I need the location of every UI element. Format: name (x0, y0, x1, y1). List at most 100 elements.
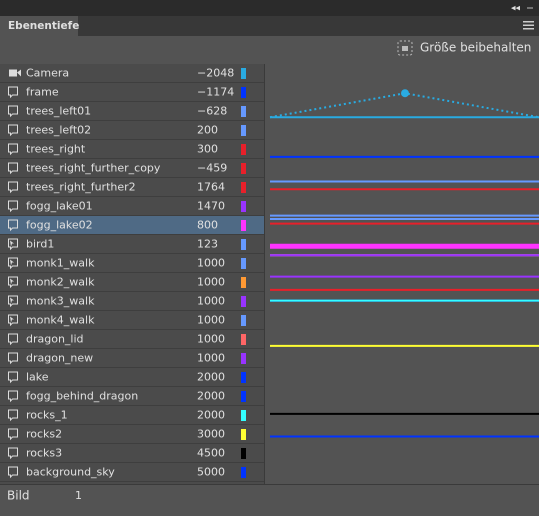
layer-depth[interactable]: 1000 (197, 352, 225, 365)
layer-row[interactable]: rocks_1 2000 (0, 409, 264, 425)
layer-color (241, 277, 246, 288)
layer-depth[interactable]: −2048 (197, 67, 234, 80)
layer-color (241, 106, 246, 117)
camera-icon (9, 69, 17, 77)
layer-name: fogg_lake02 (26, 219, 93, 232)
symbol-icon (10, 259, 14, 266)
layer-icon (8, 162, 18, 175)
layer-depth[interactable]: 2000 (197, 390, 225, 403)
collapse-icon[interactable]: ◂◂ (511, 4, 521, 14)
layer-icon (8, 390, 18, 403)
layer-row[interactable]: monk4_walk 1000 (0, 314, 264, 330)
layer-name: frame (26, 86, 59, 99)
camera-point (401, 89, 409, 98)
layer-color (241, 144, 246, 155)
tab-bar (0, 16, 539, 36)
layer-name: monk2_walk (26, 276, 95, 289)
layer-depth[interactable]: 2000 (197, 371, 225, 384)
layer-name: bird1 (26, 238, 54, 251)
title-bar (0, 0, 539, 16)
layer-name: fogg_lake01 (26, 200, 93, 213)
layer-row[interactable]: lake 2000 (0, 371, 264, 387)
layer-color (241, 334, 246, 345)
layer-row[interactable]: trees_left01 −628 (0, 105, 264, 121)
layer-row[interactable]: trees_right 300 (0, 143, 264, 159)
layer-depth[interactable]: 2000 (197, 409, 225, 422)
layer-row[interactable]: trees_right_further_copy −459 (0, 162, 264, 178)
layer-row[interactable]: fogg_lake01 1470 (0, 200, 264, 216)
layer-row[interactable]: bird1 123 (0, 238, 264, 254)
footer (0, 484, 539, 516)
footer-label: Bild (7, 489, 30, 503)
tab-title: Ebenentiefe (8, 20, 79, 32)
layer-depth[interactable]: 1000 (197, 276, 225, 289)
layer-color (241, 125, 246, 136)
layer-row[interactable]: trees_left02 200 (0, 124, 264, 140)
layer-row[interactable]: dragon_lid 1000 (0, 333, 264, 349)
layer-depth[interactable]: −1174 (197, 86, 234, 99)
layer-row[interactable]: monk2_walk 1000 (0, 276, 264, 292)
layer-depth[interactable]: 1000 (197, 257, 225, 270)
symbol-icon (10, 297, 14, 304)
layer-color (241, 258, 246, 269)
layer-color (241, 448, 246, 459)
layer-depth[interactable]: 5000 (197, 466, 225, 479)
layer-row[interactable]: Camera −2048 (0, 67, 264, 83)
layer-row[interactable]: background_sky 5000 (0, 466, 264, 482)
layer-icon (8, 124, 18, 137)
layer-icon (8, 181, 18, 194)
layer-name: background_sky (26, 466, 115, 479)
layer-color (241, 220, 246, 231)
layer-depth[interactable]: 800 (197, 219, 218, 232)
layer-depth[interactable]: 1000 (197, 333, 225, 346)
layer-row[interactable]: frame −1174 (0, 86, 264, 102)
layer-row[interactable]: rocks2 3000 (0, 428, 264, 444)
symbol-icon (10, 278, 14, 285)
footer-value[interactable]: 1 (75, 489, 82, 502)
layer-row[interactable]: rocks3 4500 (0, 447, 264, 463)
layer-depth[interactable]: 1764 (197, 181, 225, 194)
layer-depth[interactable]: −628 (197, 105, 227, 118)
layer-icon (8, 428, 18, 441)
layer-depth[interactable]: 4500 (197, 447, 225, 460)
layer-color (241, 296, 246, 307)
layer-icon (8, 409, 18, 422)
keep-size-button[interactable]: Größe beibehalten (397, 40, 531, 56)
layer-icon (8, 200, 18, 213)
layer-icon (8, 314, 18, 327)
layer-icon (8, 219, 18, 232)
layer-depth[interactable]: 200 (197, 124, 218, 137)
layer-depth[interactable]: 3000 (197, 428, 225, 441)
layer-icon (8, 238, 18, 251)
layer-depth[interactable]: 123 (197, 238, 218, 251)
row-highlight (0, 216, 264, 235)
layer-row[interactable]: monk3_walk 1000 (0, 295, 264, 311)
layer-name: rocks2 (26, 428, 62, 441)
camera-frustum (269, 92, 539, 119)
layer-row[interactable]: dragon_new 1000 (0, 352, 264, 368)
layer-depth[interactable]: −459 (197, 162, 227, 175)
layer-icon (8, 371, 18, 384)
menu-icon[interactable] (523, 21, 534, 30)
layer-depth[interactable]: 1000 (197, 314, 225, 327)
layer-row[interactable]: trees_right_further2 1764 (0, 181, 264, 197)
layer-color (241, 68, 246, 79)
layer-name: monk1_walk (26, 257, 95, 270)
layer-icon (8, 143, 18, 156)
tab[interactable] (0, 16, 78, 36)
layer-color (241, 429, 246, 440)
layer-depth[interactable]: 1000 (197, 295, 225, 308)
layer-row[interactable]: monk1_walk 1000 (0, 257, 264, 273)
layer-color (241, 467, 246, 478)
layer-icon (8, 352, 18, 365)
layer-color (241, 239, 246, 250)
layer-row[interactable]: fogg_lake02 800 (0, 216, 264, 235)
layer-color (241, 163, 246, 174)
layer-depth[interactable]: 1470 (197, 200, 225, 213)
layer-name: dragon_new (26, 352, 93, 365)
layer-icon (8, 333, 18, 346)
layer-icon (8, 276, 18, 289)
layer-depth[interactable]: 300 (197, 143, 218, 156)
layer-row[interactable]: fogg_behind_dragon 2000 (0, 390, 264, 406)
layer-icon (8, 257, 18, 270)
